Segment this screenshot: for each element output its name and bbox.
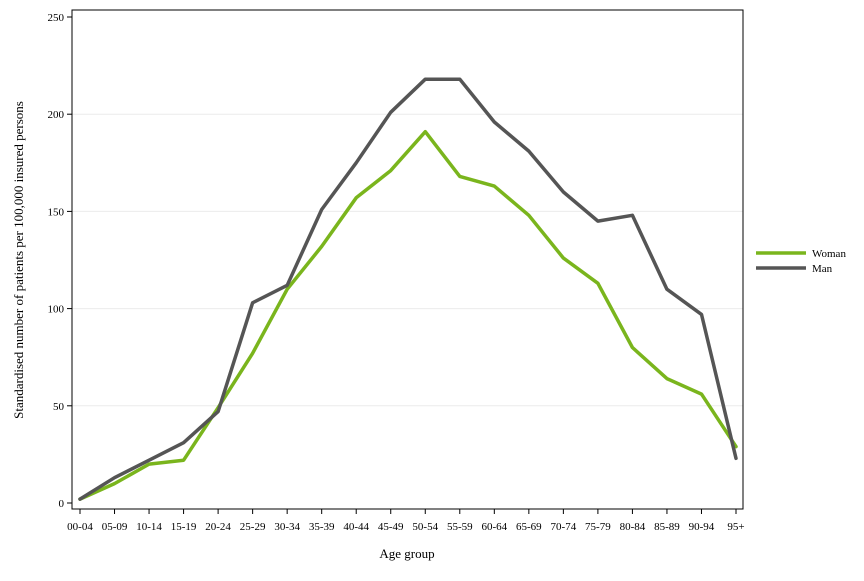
x-tick-label: 75-79 [585, 521, 611, 533]
series-line-woman [78, 129, 738, 501]
x-axis-title: Age group [379, 546, 434, 561]
x-tick-label: 65-69 [516, 521, 542, 533]
x-tick-label: 55-59 [447, 521, 473, 533]
legend-label-man: Man [812, 263, 833, 275]
legend-label-woman: Woman [812, 248, 846, 260]
legend: Woman Man [756, 248, 846, 275]
gridlines [72, 113, 743, 407]
x-tick-label: 60-64 [481, 521, 507, 533]
x-tick-label: 30-34 [274, 521, 300, 533]
x-tick-label: 15-19 [171, 521, 197, 533]
y-tick-label: 250 [48, 12, 65, 24]
y-axis-ticks: 0 50 100 150 200 250 [48, 12, 72, 510]
y-tick-label: 0 [59, 498, 65, 510]
plot-frame [71, 9, 744, 510]
x-tick-label: 90-94 [689, 521, 715, 533]
x-tick-label: 10-14 [136, 521, 162, 533]
y-tick-label: 50 [53, 401, 65, 413]
x-tick-label: 35-39 [309, 521, 335, 533]
y-tick-label: 150 [48, 206, 65, 218]
x-tick-label: 20-24 [205, 521, 231, 533]
series-lines [78, 77, 738, 501]
x-tick-label: 05-09 [102, 521, 128, 533]
y-tick-label: 200 [48, 109, 65, 121]
x-tick-label: 45-49 [378, 521, 404, 533]
x-tick-label: 00-04 [67, 521, 93, 533]
x-tick-label: 70-74 [551, 521, 577, 533]
y-tick-label: 100 [48, 304, 65, 316]
x-tick-label: 40-44 [343, 521, 369, 533]
x-tick-label: 25-29 [240, 521, 266, 533]
series-line-man [78, 77, 738, 501]
x-tick-label: 80-84 [620, 521, 646, 533]
y-axis-title: Standardised number of patients per 100,… [11, 101, 26, 419]
x-axis-ticks: 00-04 05-09 10-14 15-19 20-24 25-29 30-34 35-39… [67, 509, 745, 533]
x-tick-label: 95+ [727, 521, 744, 533]
x-tick-label: 85-89 [654, 521, 680, 533]
x-tick-label: 50-54 [412, 521, 438, 533]
